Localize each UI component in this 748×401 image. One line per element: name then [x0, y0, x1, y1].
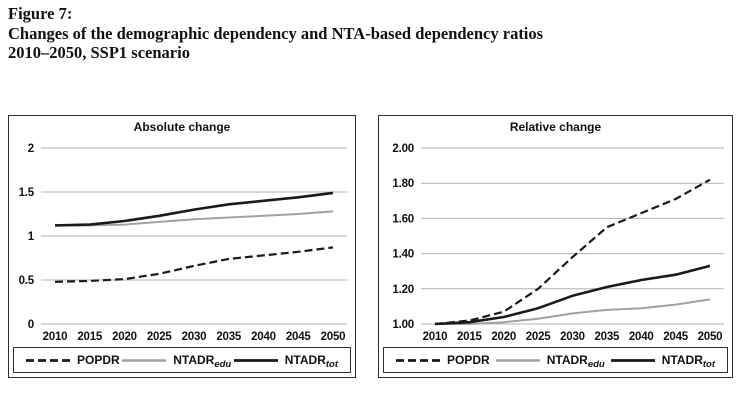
svg-text:2035: 2035: [594, 331, 620, 343]
svg-text:2010: 2010: [43, 331, 68, 343]
legend-item-ntadr-tot: NTADRtot: [610, 353, 715, 370]
svg-text:2050: 2050: [321, 331, 346, 343]
svg-text:1.80: 1.80: [392, 178, 414, 190]
ntadr-edu-line-sample: [122, 358, 167, 362]
legend-label-popdr: POPDR: [77, 353, 120, 367]
legend-item-ntadr-tot: NTADRtot: [233, 353, 338, 370]
svg-text:2025: 2025: [526, 331, 552, 343]
svg-text:1.20: 1.20: [392, 284, 414, 296]
relative-change-panel: Relative change 2.00 1.80 1.60 1.40 1.20 1.00…: [378, 115, 733, 378]
svg-text:0: 0: [28, 319, 34, 331]
figure-label: Figure 7:: [8, 4, 73, 23]
legend-label-ntadr-edu: NTADRedu: [173, 353, 232, 370]
svg-text:1.5: 1.5: [19, 187, 35, 199]
svg-text:2.00: 2.00: [392, 143, 414, 155]
svg-text:2025: 2025: [147, 331, 173, 343]
legend-item-popdr: POPDR: [396, 353, 490, 367]
absolute-change-panel: Absolute change 2 1.5 1 0.5 0 2010 2015 2020 202…: [8, 115, 356, 378]
relative-change-plot: 2.00 1.80 1.60 1.40 1.20 1.00 2010 2015 2020 2025…: [392, 143, 724, 343]
legend-item-popdr: POPDR: [26, 353, 120, 367]
legend-label-ntadr-tot: NTADRtot: [661, 353, 715, 370]
legend-label-popdr: POPDR: [447, 353, 490, 367]
legend-label-ntadr-edu: NTADRedu: [546, 353, 605, 370]
svg-text:2035: 2035: [216, 331, 242, 343]
figure-caption: Figure 7: Changes of the demographic dep…: [8, 4, 543, 63]
svg-text:1.60: 1.60: [392, 213, 414, 225]
ntadr-tot-line-sample: [610, 358, 655, 362]
absolute-change-plot: 2 1.5 1 0.5 0 2010 2015 2020 2025 2030 2035 2040 204…: [19, 143, 347, 343]
svg-text:2030: 2030: [560, 331, 585, 343]
svg-text:2030: 2030: [182, 331, 207, 343]
svg-text:1.00: 1.00: [392, 319, 414, 331]
legend-relative: POPDR NTADRedu NTADRtot: [383, 347, 728, 373]
legend-item-ntadr-edu: NTADRedu: [122, 353, 232, 370]
ntadr-edu-line-sample: [495, 358, 540, 362]
svg-text:2020: 2020: [491, 331, 516, 343]
svg-text:0.5: 0.5: [19, 275, 35, 287]
popdr-dashed-line-sample: [396, 358, 440, 362]
svg-text:2: 2: [28, 143, 34, 155]
svg-text:1: 1: [28, 231, 35, 243]
svg-text:2040: 2040: [629, 331, 654, 343]
svg-text:2020: 2020: [112, 331, 137, 343]
svg-text:2010: 2010: [423, 331, 448, 343]
svg-text:1.40: 1.40: [392, 249, 414, 261]
absolute-change-title: Absolute change: [133, 120, 231, 134]
svg-text:2050: 2050: [698, 331, 723, 343]
svg-text:2045: 2045: [286, 331, 312, 343]
relative-change-title: Relative change: [509, 120, 602, 134]
popdr-dashed-line-sample: [26, 358, 70, 362]
ntadr-tot-line-sample: [233, 358, 278, 362]
svg-text:2015: 2015: [77, 331, 103, 343]
svg-text:2015: 2015: [457, 331, 483, 343]
svg-text:2045: 2045: [663, 331, 689, 343]
legend-item-ntadr-edu: NTADRedu: [495, 353, 605, 370]
figure-title-line1: Changes of the demographic dependency an…: [8, 23, 544, 43]
figure-title-line2: 2010–2050, SSP1 scenario: [8, 43, 190, 62]
svg-text:2040: 2040: [251, 331, 276, 343]
legend-label-ntadr-tot: NTADRtot: [284, 353, 338, 370]
legend-absolute: POPDR NTADRedu NTADRtot: [13, 347, 351, 373]
